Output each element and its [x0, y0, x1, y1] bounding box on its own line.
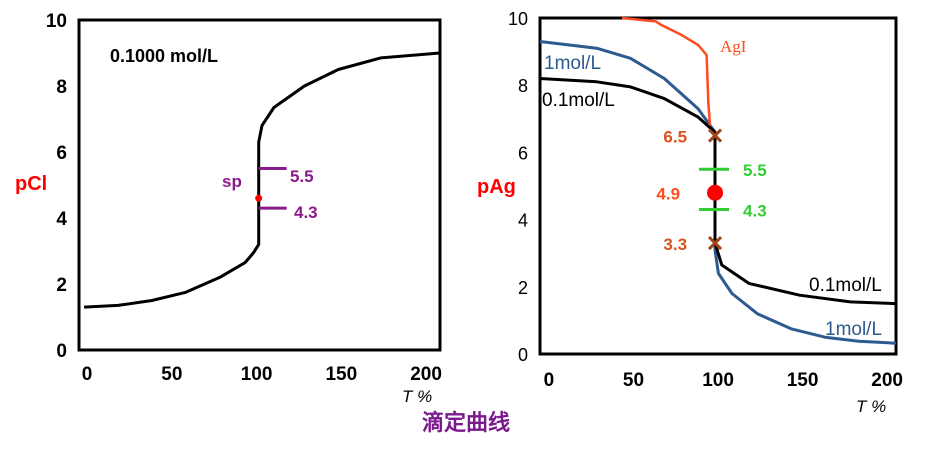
- marker-label: 6.5: [663, 128, 687, 147]
- range-label: 5.5: [743, 161, 767, 180]
- y-tick-label: 2: [56, 275, 67, 296]
- pag-chart: pAg T % 1mol/L 0.1mol/L 0.1mol/L 1mol/L …: [477, 9, 903, 416]
- x-marker: [707, 236, 723, 251]
- pcl-x-axis-label: T %: [402, 387, 432, 406]
- marker-label: 3.3: [663, 235, 687, 254]
- series-line-agi: [621, 16, 712, 126]
- y-tick-label: 4: [518, 211, 528, 231]
- y-tick-label: 0: [56, 341, 67, 362]
- label-agi: AgI: [720, 37, 747, 56]
- pcl-range-lower-label: 4.3: [294, 203, 318, 222]
- pag-y-axis-label: pAg: [477, 176, 516, 198]
- pag-x-axis-label: T %: [856, 397, 886, 416]
- y-tick-label: 6: [518, 143, 528, 163]
- series-line-pcl: [84, 51, 441, 309]
- label-1mol-top: 1mol/L: [544, 53, 601, 74]
- x-marker: [707, 128, 723, 143]
- x-tick-label: 200: [410, 364, 442, 385]
- x-tick-label: 0: [544, 370, 555, 391]
- label-1mol-bottom: 1mol/L: [825, 319, 882, 340]
- y-tick-label: 6: [56, 143, 67, 164]
- sp-point: [255, 194, 263, 202]
- plot-frame: [77, 18, 442, 352]
- x-tick-label: 50: [161, 364, 182, 385]
- y-tick-label: 10: [46, 11, 67, 32]
- range-label: 4.3: [743, 202, 767, 221]
- x-tick-label: 200: [871, 370, 903, 391]
- y-tick-label: 8: [56, 77, 67, 98]
- label-01mol-top: 0.1mol/L: [542, 90, 615, 111]
- pcl-chart-title: 0.1000 mol/L: [110, 46, 218, 66]
- label-01mol-bottom: 0.1mol/L: [809, 275, 882, 296]
- y-tick-label: 2: [518, 278, 528, 298]
- series-line-1moll: [539, 40, 897, 345]
- x-tick-label: 150: [787, 370, 819, 391]
- figure-caption: 滴定曲线: [421, 411, 510, 436]
- plot-frame: [538, 16, 898, 356]
- x-tick-label: 50: [623, 370, 644, 391]
- pcl-y-axis-label: pCl: [15, 173, 47, 195]
- x-tick-label: 150: [325, 364, 357, 385]
- pcl-chart: 0.1000 mol/L pCl T % sp 5.5 4.3 02468100…: [15, 11, 442, 406]
- y-tick-label: 4: [56, 209, 67, 230]
- equivalence-point: [707, 184, 724, 201]
- x-tick-label: 100: [241, 364, 273, 385]
- y-tick-label: 10: [508, 9, 528, 29]
- y-tick-label: 8: [518, 76, 528, 96]
- marker-label: 4.9: [656, 185, 680, 204]
- x-tick-label: 100: [702, 370, 734, 391]
- pcl-range-upper-label: 5.5: [290, 167, 314, 186]
- y-tick-label: 0: [518, 345, 528, 365]
- x-tick-label: 0: [82, 364, 93, 385]
- pcl-sp-label: sp: [222, 172, 242, 191]
